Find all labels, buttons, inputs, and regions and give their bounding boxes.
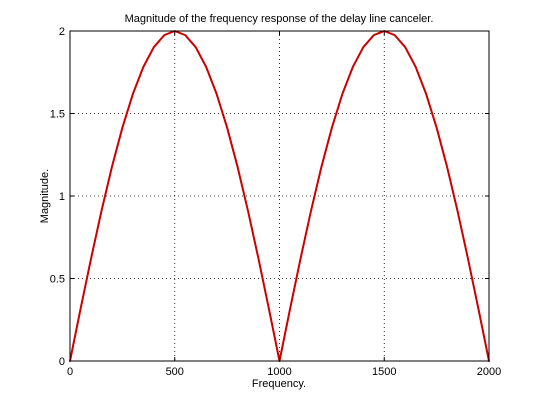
- x-tick-label: 1000: [267, 366, 291, 378]
- x-tick-label: 2000: [477, 366, 501, 378]
- x-tick-label: 0: [67, 366, 73, 378]
- chart-title: Magnitude of the frequency response of t…: [125, 13, 434, 25]
- y-tick-label: 2: [59, 26, 65, 38]
- y-axis-label: Magnitude.: [39, 169, 51, 223]
- x-axis-label: Frequency.: [252, 378, 306, 390]
- y-tick-label: 0: [59, 356, 65, 368]
- ticks: 0 500 1000 1500 2000 0 0.5 1 1.5 2: [50, 26, 502, 378]
- y-tick-label: 0.5: [50, 274, 65, 286]
- y-tick-label: 1: [59, 191, 65, 203]
- x-tick-label: 1500: [372, 366, 396, 378]
- y-tick-label: 1.5: [50, 109, 65, 121]
- x-tick-label: 500: [166, 366, 184, 378]
